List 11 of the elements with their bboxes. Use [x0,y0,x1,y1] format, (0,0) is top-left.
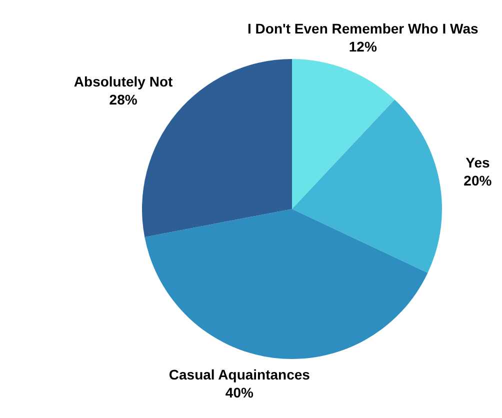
pie-slice [292,59,395,209]
data-label: 12% [348,38,378,55]
data-label: 40% [225,384,254,401]
data-label: 20% [464,172,492,188]
pie-slice [144,209,428,359]
data-label: 28% [109,91,138,108]
slice-label: Casual Aquaintances [168,366,310,383]
slice-label: Yes [466,154,490,170]
slice-label: I Don't Even Remember Who I Was [248,20,478,37]
slice-label: Absolutely Not [74,73,174,90]
pie-slice [292,100,442,273]
